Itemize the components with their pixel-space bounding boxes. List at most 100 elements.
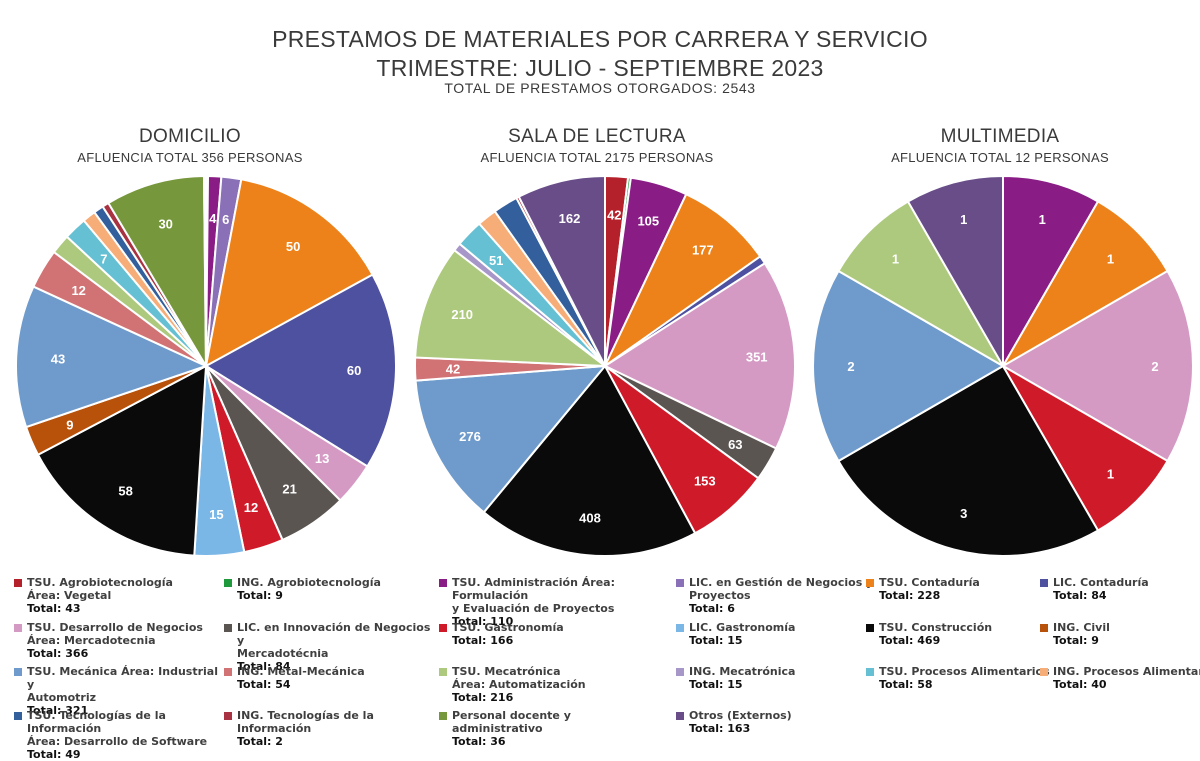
slice-label: 58 [118,484,132,499]
legend-total: Total: 15 [689,634,743,647]
legend-item-metal_ing: ING. Metal-Mecánica Total: 54 [224,665,432,691]
legend-total: Total: 216 [452,691,514,704]
pie-subtitle: AFLUENCIA TOTAL 356 PERSONAS [77,150,303,165]
slice-label: 1 [1107,252,1114,267]
legend-item-ti_ing: ING. Tecnologías de la Información Total:… [224,709,432,748]
legend-item-adm_tsu: TSU. Administración Área: Formulación y E… [439,576,647,628]
legend-label-line: y Evaluación de Proyectos [452,602,615,615]
pie-slice-constr_tsu [837,364,1100,557]
legend-swatch [866,668,874,676]
slice-label: 15 [209,507,223,522]
legend-total: Total: 15 [689,678,743,691]
pie-slice-constr_tsu [36,364,208,557]
legend-label: LIC. en Gestión de Negocios y Proyectos To… [689,576,884,615]
legend-swatch [439,624,447,632]
legend-label-line: Personal docente y administrativo [452,709,571,735]
legend-label: ING. Metal-Mecánica Total: 54 [237,665,432,691]
pie-slice-meca_tsu [837,200,1006,369]
slice-label: 1 [1039,212,1046,227]
legend-total: Total: 9 [1053,634,1099,647]
legend-swatch [224,624,232,632]
legend-swatch [676,668,684,676]
slice-label: 162 [559,211,581,226]
slice-label: 63 [728,437,742,452]
legend-swatch [676,624,684,632]
legend-swatch [224,579,232,587]
slice-label: 50 [286,239,300,254]
legend-item-agro_tsu: TSU. Agrobiotecnología Área: Vegetal Total… [14,576,222,615]
legend-swatch [439,668,447,676]
legend-label: LIC. Contaduría Total: 84 [1053,576,1200,602]
legend-total: Total: 84 [1053,589,1107,602]
pie-title: MULTIMEDIA [940,126,1060,147]
slice-label: 7 [100,252,107,267]
slice-label: 21 [282,481,296,496]
slice-label: 276 [459,429,481,444]
slice-label: 42 [607,207,621,222]
legend-label-line: LIC. en Innovación de Negocios y [237,621,431,647]
legend-label: TSU. Construcción Total: 469 [879,621,1074,647]
legend-label-line: TSU. Contaduría [879,576,980,589]
legend-total: Total: 2 [237,735,283,748]
total-loans-text: TOTAL DE PRESTAMOS OTORGADOS: 2543 [444,80,756,96]
slice-label: 210 [451,307,473,322]
legend-label-line: TSU. Mecánica Área: Industrial y [27,665,218,691]
slice-label: 9 [66,418,73,433]
slice-label: 3 [960,506,967,521]
slice-label: 13 [315,451,329,466]
legend-total: Total: 163 [689,722,751,735]
legend-label-line: Área: Vegetal [27,589,112,602]
legend-swatch [866,624,874,632]
pie-subtitle: AFLUENCIA TOTAL 12 PERSONAS [891,150,1109,165]
legend-label-line: LIC. Gastronomía [689,621,796,634]
legend-swatch [1040,668,1048,676]
pie-slice-otros [906,174,1004,370]
legend-swatch [1040,579,1048,587]
legend-item-meca_tsu: TSU. Mecatrónica Área: Automatización Tota… [439,665,647,704]
slice-label: 1 [1107,467,1114,482]
pie-slice-gastro_tsu [1000,363,1169,532]
main-title: PRESTAMOS DE MATERIALES POR CARRERA Y SE… [272,26,928,52]
legend-label: TSU. Mecatrónica Área: Automatización Tota… [452,665,647,704]
legend-label-line: TSU. Tecnologías de la Información [27,709,166,735]
legend-label: ING. Civil Total: 9 [1053,621,1200,647]
legend-swatch [676,579,684,587]
legend-swatch [1040,624,1048,632]
legend-total: Total: 58 [879,678,933,691]
legend-swatch [866,579,874,587]
slice-label: 60 [347,363,361,378]
pie-header-sala-lectura: SALA DE LECTURA AFLUENCIA TOTAL 2175 PER… [437,126,757,165]
legend-item-proc_tsu: TSU. Procesos Alimentarios Total: 58 [866,665,1074,691]
legend-total: Total: 36 [452,735,506,748]
pie-slice-constr_tsu [482,364,697,557]
legend-label: TSU. Agrobiotecnología Área: Vegetal Total… [27,576,222,615]
legend-swatch [224,668,232,676]
legend-swatch [14,712,22,720]
legend-swatch [224,712,232,720]
legend-item-mec_tsu: TSU. Mecánica Área: Industrial y Automotr… [14,665,222,717]
main-subtitle: TRIMESTRE: JULIO - SEPTIEMBRE 2023 [376,55,824,81]
pie-slice-des_tsu [602,261,796,450]
legend-total: Total: 43 [27,602,81,615]
legend-label-line: TSU. Construcción [879,621,993,634]
legend-item-meca_ing: ING. Mecatrónica Total: 15 [676,665,884,691]
pie-0: 4 6 50 60 13 21 12 15 58 9 43 12 7 30 [15,174,397,557]
pie-slice-adm_tsu [1002,174,1100,370]
pie-title: SALA DE LECTURA [508,126,686,147]
slice-label: 4 [209,211,217,226]
legend-item-gest_lic: LIC. en Gestión de Negocios y Proyectos To… [676,576,884,615]
slice-label: 30 [158,216,172,231]
legend-label-line: Mercadotécnia [237,647,329,660]
legend-item-civil_ing: ING. Civil Total: 9 [1040,621,1200,647]
slice-label: 12 [244,500,258,515]
legend-label: Personal docente y administrativo Total: … [452,709,647,748]
pie-slice-cont_tsu [1000,200,1169,369]
legend-item-des_tsu: TSU. Desarrollo de Negocios Área: Mercado… [14,621,222,660]
legend-label: LIC. en Innovación de Negocios y Mercadot… [237,621,432,673]
legend-label-line: ING. Metal-Mecánica [237,665,365,678]
legend-label-line: Otros (Externos) [689,709,792,722]
legend-item-docente: Personal docente y administrativo Total: … [439,709,647,748]
legend-label-line: TSU. Mecatrónica [452,665,561,678]
